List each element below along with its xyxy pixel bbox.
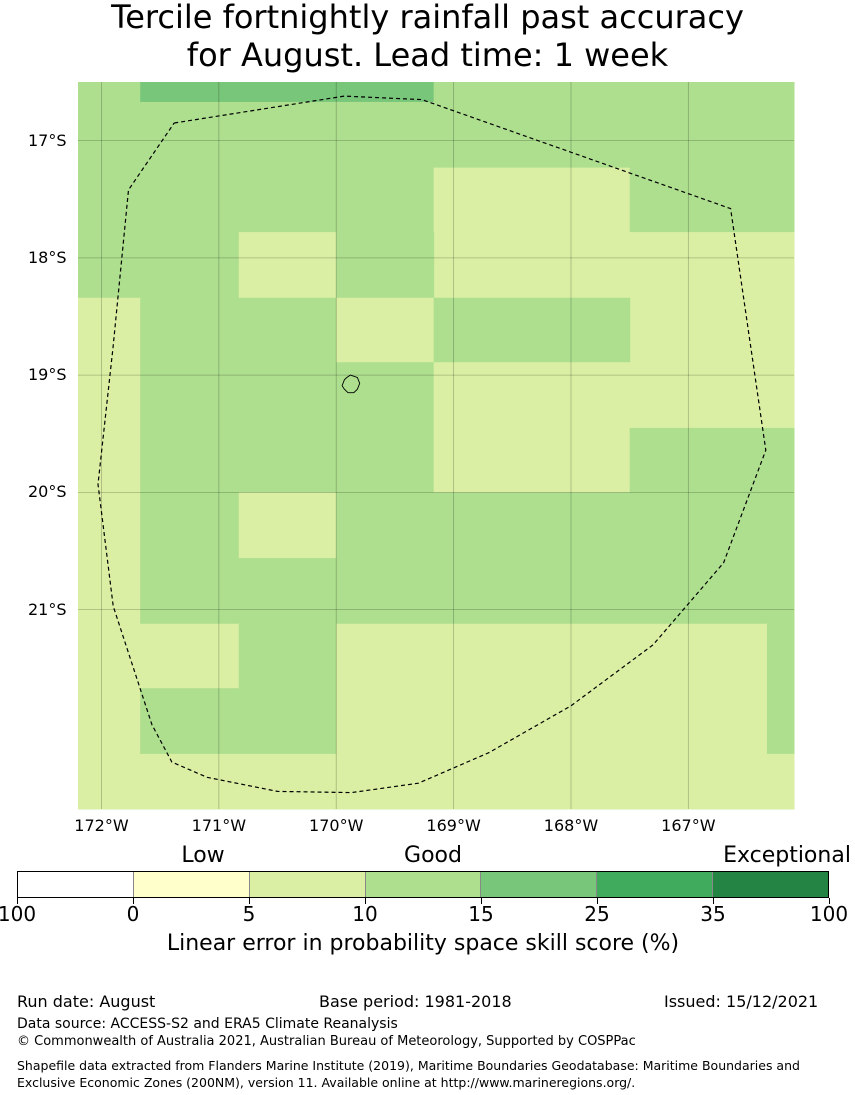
legend-category-good: Good bbox=[404, 843, 462, 868]
colorbar-segment bbox=[481, 872, 598, 897]
skill-cell bbox=[140, 232, 240, 299]
colorbar-tick bbox=[829, 898, 830, 904]
colorbar-tick-label: 100 bbox=[0, 902, 37, 926]
skill-cell bbox=[140, 492, 240, 625]
skill-cell bbox=[629, 427, 795, 493]
lon-label: 170°W bbox=[309, 816, 364, 835]
shapefile-credit: Shapefile data extracted from Flanders M… bbox=[17, 1058, 800, 1090]
skill-cell bbox=[140, 101, 435, 233]
chart-title-line-2: for August. Lead time: 1 week bbox=[186, 36, 669, 74]
run-date: Run date: August bbox=[17, 992, 156, 1011]
lat-label: 18°S bbox=[28, 247, 67, 267]
graticule-layer bbox=[78, 82, 794, 809]
colorbar-tick bbox=[249, 898, 250, 904]
colorbar-segment bbox=[133, 872, 250, 897]
colorbar-segment bbox=[18, 872, 134, 897]
legend-category-exceptional: Exceptional bbox=[723, 843, 851, 868]
skill-cell bbox=[140, 623, 240, 689]
colorbar-segment bbox=[713, 872, 829, 897]
lon-label: 172°W bbox=[74, 816, 129, 835]
skill-cell bbox=[433, 167, 631, 299]
niue-island-outline bbox=[341, 374, 361, 394]
skill-cells-layer bbox=[78, 82, 795, 810]
colorbar-tick bbox=[17, 898, 18, 904]
lon-label: 168°W bbox=[543, 816, 599, 835]
lon-label: 171°W bbox=[191, 816, 247, 835]
colorbar-tick-label: 100 bbox=[809, 902, 849, 926]
skill-cell bbox=[140, 297, 337, 493]
colorbar-segment bbox=[365, 872, 482, 897]
colorbar-tick bbox=[481, 898, 482, 904]
island-layer bbox=[341, 374, 361, 394]
lon-label: 169°W bbox=[426, 816, 481, 835]
colorbar-tick-label: 35 bbox=[700, 902, 726, 926]
skill-cell bbox=[140, 82, 435, 103]
skill-cell bbox=[336, 623, 768, 810]
data-source: Data source: ACCESS-S2 and ERA5 Climate … bbox=[17, 1016, 398, 1032]
lat-label: 19°S bbox=[28, 365, 67, 385]
skill-cell bbox=[238, 623, 337, 755]
colorbar-tick bbox=[597, 898, 598, 904]
skill-cell bbox=[629, 167, 795, 233]
base-period: Base period: 1981-2018 bbox=[319, 992, 512, 1011]
skill-cell bbox=[238, 232, 337, 299]
skill-cell bbox=[238, 492, 337, 559]
copyright: © Commonwealth of Australia 2021, Austra… bbox=[17, 1034, 636, 1049]
skill-cell bbox=[433, 297, 631, 363]
colorbar-tick-label: 0 bbox=[126, 902, 140, 926]
chart-title-line-1: Tercile fortnightly rainfall past accura… bbox=[111, 0, 744, 36]
skill-cell bbox=[238, 558, 337, 625]
skill-cell bbox=[336, 492, 795, 625]
colorbar bbox=[17, 871, 829, 898]
colorbar-tick bbox=[365, 898, 366, 904]
skill-score-map bbox=[78, 82, 795, 810]
skill-cell bbox=[767, 623, 795, 755]
colorbar-tick-label: 15 bbox=[468, 902, 494, 926]
colorbar-tick-label: 5 bbox=[242, 902, 256, 926]
skill-cell bbox=[78, 82, 141, 299]
colorbar-segment bbox=[597, 872, 714, 897]
colorbar-tick-label: 10 bbox=[352, 902, 378, 926]
colorbar-segment bbox=[249, 872, 366, 897]
legend-category-low: Low bbox=[181, 843, 225, 868]
skill-cell bbox=[78, 297, 141, 810]
skill-cell bbox=[433, 362, 631, 493]
skill-cell bbox=[140, 688, 240, 755]
eez-boundary bbox=[97, 95, 767, 794]
skill-cell bbox=[629, 232, 795, 429]
skill-cell bbox=[336, 297, 435, 363]
lat-label: 21°S bbox=[28, 599, 67, 619]
lon-label: 167°W bbox=[661, 816, 716, 835]
colorbar-tick bbox=[133, 898, 134, 904]
skill-cell bbox=[336, 362, 435, 493]
skill-cell bbox=[767, 753, 795, 810]
skill-cell bbox=[433, 82, 795, 169]
lat-label: 17°S bbox=[28, 130, 67, 150]
colorbar-tick bbox=[713, 898, 714, 904]
eez-boundary-layer bbox=[97, 95, 767, 794]
lat-label: 20°S bbox=[28, 482, 67, 502]
skill-cell bbox=[336, 232, 435, 299]
skill-cell bbox=[140, 753, 337, 810]
issued-date: Issued: 15/12/2021 bbox=[664, 992, 819, 1011]
colorbar-label: Linear error in probability space skill … bbox=[166, 931, 680, 956]
colorbar-tick-label: 25 bbox=[584, 902, 610, 926]
